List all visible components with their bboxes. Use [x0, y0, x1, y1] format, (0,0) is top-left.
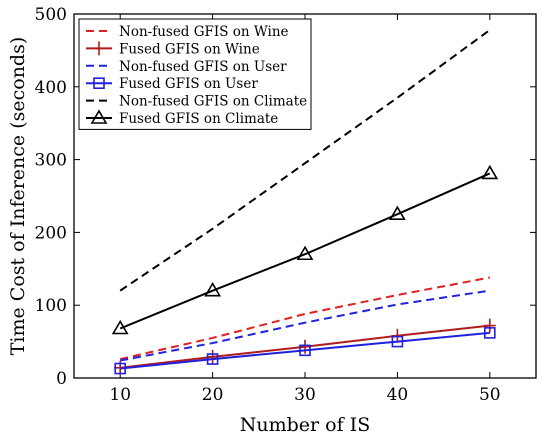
- series-3-point-3: [391, 335, 404, 348]
- y-axis-label: Time Cost of Inference (seconds): [7, 37, 29, 356]
- x-tick-label-3: 40: [387, 385, 409, 405]
- series-line-0: [119, 276, 490, 361]
- series-5-point-4: [481, 164, 499, 180]
- series-3-point-1: [206, 353, 219, 365]
- legend-marker-1: [93, 41, 105, 56]
- axes-frame: [73, 13, 537, 379]
- legend-entry-5: Fused GFIS on Climate: [119, 111, 278, 127]
- legend-entry-0: Non-fused GFIS on Wine: [119, 24, 289, 40]
- legend-entry-4: Non-fused GFIS on Climate: [119, 94, 307, 110]
- legend-marker-3: [93, 77, 105, 89]
- x-axis-label: Number of IS: [240, 414, 370, 436]
- series-1-point-4: [483, 318, 496, 333]
- series-3-point-0: [114, 362, 126, 375]
- x-tick-label-4: 50: [479, 385, 501, 405]
- x-tick-label-2: 30: [294, 385, 316, 405]
- series-line-2: [120, 289, 490, 362]
- series-5-point-3: [389, 205, 406, 220]
- y-tick-label-0: 0: [56, 369, 67, 389]
- series-5-point-0: [111, 319, 129, 335]
- y-tick-label-2: 200: [35, 223, 67, 243]
- series-line-4: [119, 29, 491, 292]
- legend-entry-3: Fused GFIS on User: [119, 76, 258, 92]
- series-5-point-1: [204, 282, 221, 297]
- series-5-point-2: [296, 245, 314, 261]
- x-tick-label-1: 20: [202, 385, 224, 405]
- y-tick-label-1: 100: [35, 296, 67, 316]
- y-tick-label-4: 400: [35, 78, 67, 98]
- series-1-point-1: [206, 349, 219, 364]
- legend-marker-5: [90, 109, 108, 124]
- x-tick-label-0: 10: [109, 385, 131, 405]
- series-3-point-4: [483, 327, 496, 339]
- series-1-point-3: [391, 328, 404, 343]
- series-line-5: [119, 172, 491, 330]
- series-line-3: [120, 331, 490, 370]
- y-tick-label-3: 300: [35, 151, 67, 171]
- series-3-point-2: [299, 344, 311, 357]
- series-1-point-2: [299, 339, 311, 354]
- legend-entry-1: Fused GFIS on Wine: [119, 41, 260, 57]
- y-tick-label-5: 500: [35, 5, 67, 25]
- legend-box: [78, 18, 312, 130]
- series-group: [111, 29, 499, 375]
- legend-entry-2: Non-fused GFIS on User: [119, 59, 287, 75]
